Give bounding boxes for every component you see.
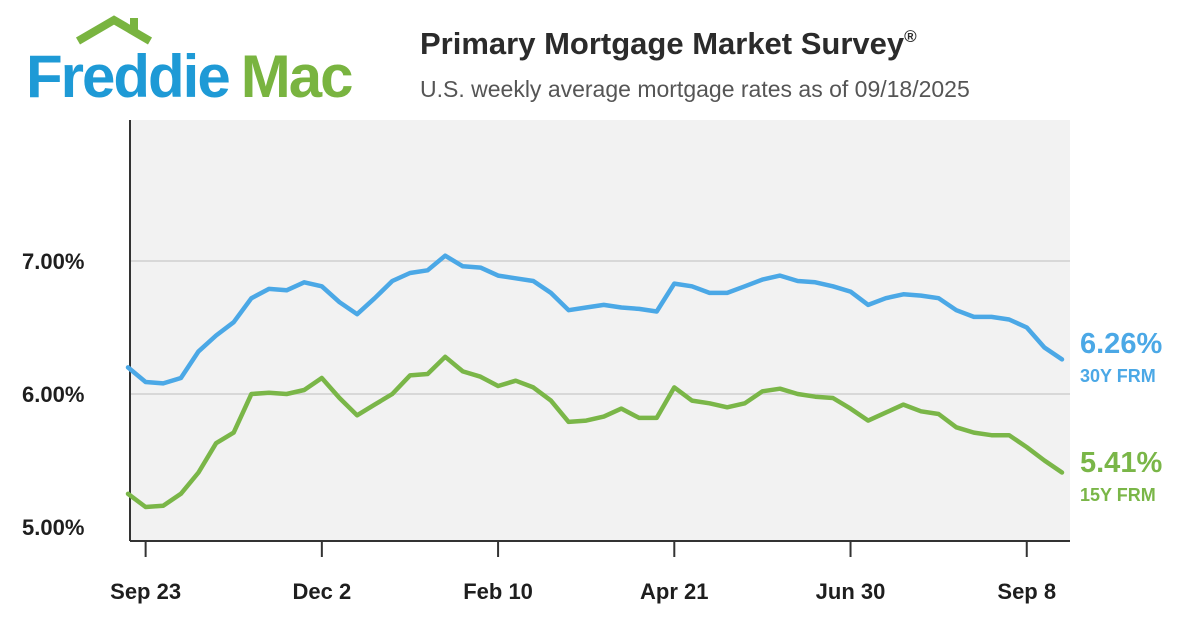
end-value-30y: 6.26% (1080, 328, 1163, 360)
x-axis-ticks: Sep 23 Dec 2 Feb 10 Apr 21 Jun 30 Sep 8 (110, 541, 1056, 604)
y-tick-label: 7.00% (22, 249, 84, 274)
series-label-15y: 15Y FRM (1080, 485, 1156, 505)
logo-text-freddie: Freddie (26, 43, 229, 110)
logo-text-mac: Mac (241, 43, 352, 110)
chart-title: Primary Mortgage Market Survey® (420, 26, 917, 62)
x-tick-label: Jun 30 (816, 579, 886, 604)
x-tick-label: Apr 21 (640, 579, 708, 604)
y-tick-label: 6.00% (22, 382, 84, 407)
x-tick-label: Feb 10 (463, 579, 533, 604)
x-tick-label: Sep 23 (110, 579, 181, 604)
house-chimney-icon (130, 18, 138, 34)
y-tick-label: 5.00% (22, 515, 84, 540)
freddie-mac-logo: Freddie Mac (26, 15, 354, 110)
chart-subtitle: U.S. weekly average mortgage rates as of… (420, 76, 970, 102)
chart-title-text: Primary Mortgage Market Survey (420, 26, 905, 61)
x-tick-label: Dec 2 (292, 579, 351, 604)
plot-area (130, 120, 1070, 541)
end-value-15y: 5.41% (1080, 447, 1163, 479)
logo-text: Freddie Mac (26, 43, 352, 110)
series-line-15y-frm (125, 354, 1065, 510)
y-axis-labels: 5.00% 6.00% 7.00% (22, 249, 84, 540)
x-tick-label: Sep 8 (997, 579, 1056, 604)
registered-mark: ® (904, 27, 917, 46)
series-layer (125, 253, 1065, 510)
series-line-30y-frm (125, 253, 1065, 386)
series-label-30y: 30Y FRM (1080, 366, 1156, 386)
